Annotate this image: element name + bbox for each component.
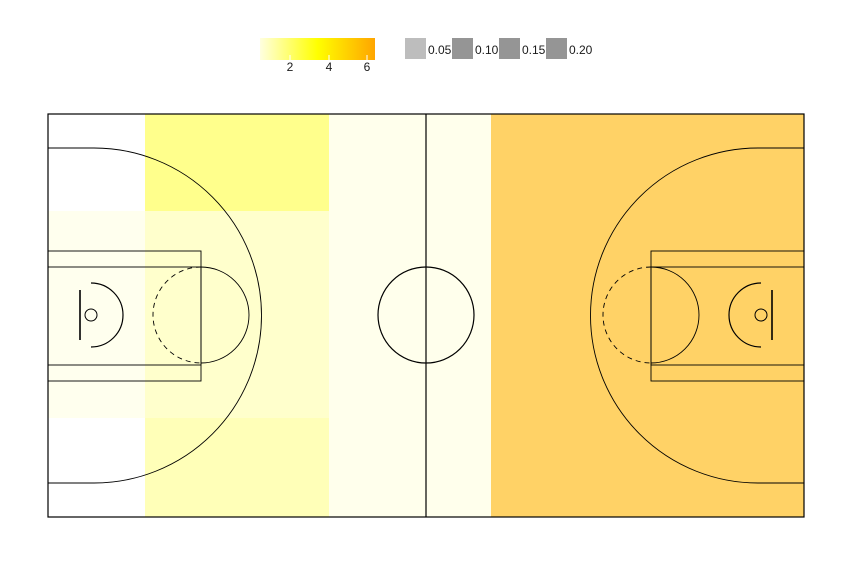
heatmap-cell xyxy=(491,114,804,517)
free-throw-circle-dashed-left xyxy=(152,266,202,364)
key-inner-right xyxy=(650,266,805,366)
key-inner-left xyxy=(47,266,202,366)
heatmap-cell xyxy=(48,211,145,316)
heatmap-cell xyxy=(329,114,491,517)
size-legend-label: 0.15 xyxy=(522,43,546,57)
size-legend: 0.05 0.10 0.15 0.20 xyxy=(405,38,593,59)
size-legend-key xyxy=(405,38,426,59)
heatmap-cell xyxy=(145,211,329,316)
heatmap-cell xyxy=(48,316,145,418)
restricted-area-right xyxy=(728,282,762,348)
size-legend-label: 0.05 xyxy=(428,43,452,57)
free-throw-circle-solid-left xyxy=(200,266,250,364)
free-throw-circle-dashed-right xyxy=(602,266,652,364)
free-throw-circle-solid-right xyxy=(650,266,700,364)
colorbar-tick-label: 6 xyxy=(364,60,371,74)
heatmap-cell xyxy=(145,316,329,418)
size-legend-label: 0.20 xyxy=(569,43,593,57)
size-legend-key xyxy=(452,38,473,59)
size-legend-label: 0.10 xyxy=(475,43,499,57)
colorbar-tick-label: 4 xyxy=(326,60,333,74)
rim-left xyxy=(84,308,98,322)
heatmap-cell xyxy=(48,418,145,517)
center-circle xyxy=(377,266,475,364)
size-legend-key xyxy=(499,38,520,59)
heatmap-cell xyxy=(48,114,145,211)
colorbar-tick-label: 2 xyxy=(287,60,294,74)
three-point-line-left xyxy=(48,147,262,484)
heatmap-cell xyxy=(145,418,329,517)
heatmap-cell xyxy=(145,114,329,211)
size-legend-key xyxy=(546,38,567,59)
rim-right xyxy=(754,308,768,322)
colorbar xyxy=(260,38,375,60)
court-lines xyxy=(47,113,805,518)
colorbar-legend: 2 4 6 xyxy=(260,38,375,74)
three-point-line-right xyxy=(590,147,804,484)
restricted-area-left xyxy=(90,282,124,348)
heatmap-cells xyxy=(48,114,804,517)
